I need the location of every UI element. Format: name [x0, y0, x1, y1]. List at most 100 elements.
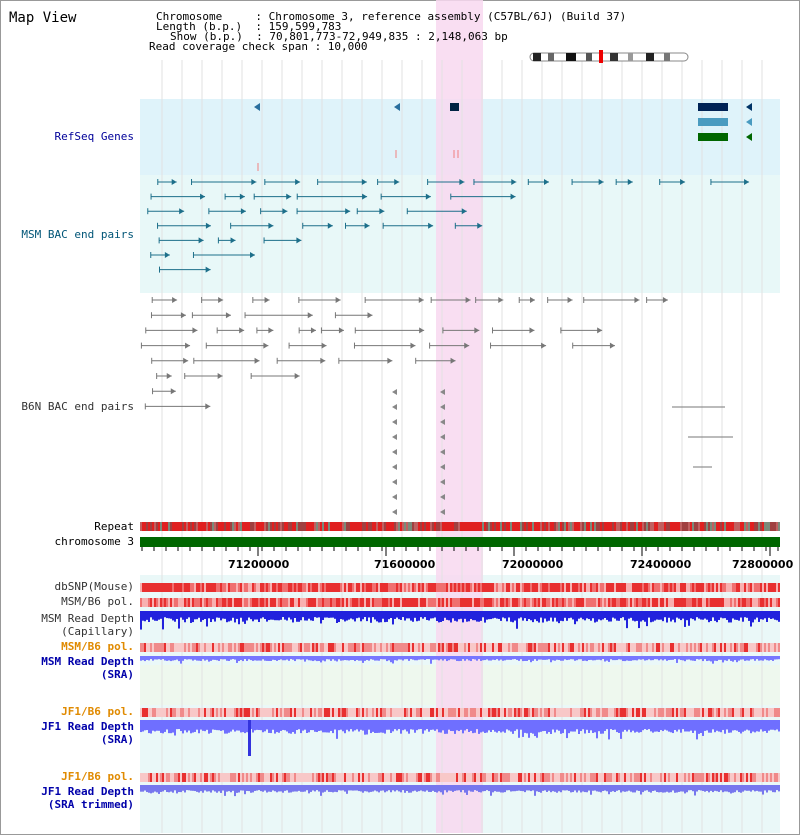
read-depth-bar: [718, 656, 720, 660]
polymorphism-cell: [740, 583, 742, 592]
read-depth-bar: [650, 720, 652, 732]
read-depth-bar: [180, 720, 182, 732]
gene-block: [698, 133, 728, 141]
polymorphism-cell: [444, 708, 446, 717]
polymorphism-cell: [564, 773, 566, 782]
polymorphism-cell: [152, 583, 154, 592]
read-depth-bar: [296, 611, 298, 622]
read-depth-bar: [184, 720, 186, 731]
polymorphism-cell: [312, 643, 314, 652]
read-depth-bar: [714, 656, 716, 661]
read-depth-bar: [722, 785, 724, 793]
read-depth-bar: [172, 720, 174, 733]
read-depth-bar: [604, 785, 606, 791]
polymorphism-cell: [674, 773, 676, 782]
read-depth-bar: [178, 656, 180, 662]
repeat-segment: [660, 522, 662, 531]
polymorphism-cell: [296, 598, 298, 607]
polymorphism-cell: [686, 643, 688, 652]
repeat-segment: [306, 522, 308, 531]
read-depth-bar: [342, 785, 344, 791]
read-depth-bar: [582, 611, 584, 620]
polymorphism-cell: [272, 583, 274, 592]
polymorphism-cell: [666, 773, 668, 782]
polymorphism-cell: [458, 708, 460, 717]
read-depth-bar: [200, 785, 202, 792]
polymorphism-cell: [748, 708, 750, 717]
polymorphism-cell: [376, 643, 378, 652]
polymorphism-cell: [426, 583, 428, 592]
polymorphism-cell: [382, 583, 384, 592]
read-depth-bar: [414, 785, 416, 791]
polymorphism-cell: [314, 773, 316, 782]
repeat-segment: [726, 522, 728, 531]
read-depth-bar: [318, 611, 320, 618]
read-depth-bar: [320, 656, 322, 663]
polymorphism-cell: [560, 583, 562, 592]
read-depth-bar: [152, 785, 154, 793]
polymorphism-cell: [144, 643, 146, 652]
read-depth-bar: [440, 720, 442, 733]
polymorphism-cell: [410, 708, 412, 717]
read-depth-bar: [166, 785, 168, 793]
read-depth-bar: [588, 785, 590, 791]
polymorphism-cell: [162, 708, 164, 717]
polymorphism-cell: [636, 773, 638, 782]
repeat-segment: [462, 522, 464, 531]
repeat-segment: [702, 522, 704, 531]
polymorphism-cell: [504, 708, 506, 717]
read-depth-bar: [304, 720, 306, 730]
read-depth-bar: [260, 720, 262, 731]
polymorphism-cell: [688, 708, 690, 717]
polymorphism-cell: [148, 773, 150, 782]
read-depth-bar: [530, 785, 532, 792]
polymorphism-cell: [284, 773, 286, 782]
polymorphism-cell: [228, 773, 230, 782]
read-depth-bar: [458, 656, 460, 662]
bac-end-arrow: [264, 297, 270, 303]
bac-end-arrow: [440, 389, 445, 395]
read-depth-bar: [516, 785, 518, 791]
polymorphism-cell: [690, 598, 692, 607]
read-depth-bar: [148, 720, 150, 734]
polymorphism-cell: [570, 773, 572, 782]
polymorphism-cell: [328, 773, 330, 782]
read-depth-bar: [608, 720, 610, 740]
read-depth-bar: [334, 611, 336, 619]
polymorphism-cell: [200, 708, 202, 717]
polymorphism-cell: [274, 583, 276, 592]
read-depth-bar: [468, 720, 470, 732]
ruler-tick-label: 72400000: [630, 558, 692, 571]
polymorphism-cell: [436, 598, 438, 607]
read-depth-bar: [506, 785, 508, 791]
read-depth-bar: [488, 611, 490, 620]
read-depth-bar: [474, 611, 476, 621]
repeat-segment: [522, 522, 524, 531]
highlight-region[interactable]: [436, 0, 483, 833]
read-depth-bar: [654, 611, 656, 621]
polymorphism-cell: [454, 708, 456, 717]
polymorphism-cell: [728, 773, 730, 782]
polymorphism-cell: [214, 708, 216, 717]
bac-end-arrow: [364, 222, 370, 229]
polymorphism-cell: [158, 598, 160, 607]
polymorphism-cell: [160, 773, 162, 782]
read-depth-bar: [208, 656, 210, 662]
polymorphism-cell: [278, 708, 280, 717]
bac-end-arrow: [392, 419, 397, 425]
polymorphism-cell: [298, 708, 300, 717]
read-depth-bar: [586, 656, 588, 662]
read-depth-bar: [256, 785, 258, 791]
polymorphism-cell: [378, 708, 380, 717]
polymorphism-cell: [634, 643, 636, 652]
read-depth-bar: [560, 720, 562, 734]
polymorphism-cell: [370, 643, 372, 652]
read-depth-bar: [332, 656, 334, 660]
read-depth-bar: [486, 611, 488, 620]
read-depth-bar: [714, 720, 716, 733]
read-depth-bar: [310, 611, 312, 621]
polymorphism-cell: [456, 773, 458, 782]
repeat-segment: [332, 522, 334, 531]
polymorphism-cell: [558, 773, 560, 782]
